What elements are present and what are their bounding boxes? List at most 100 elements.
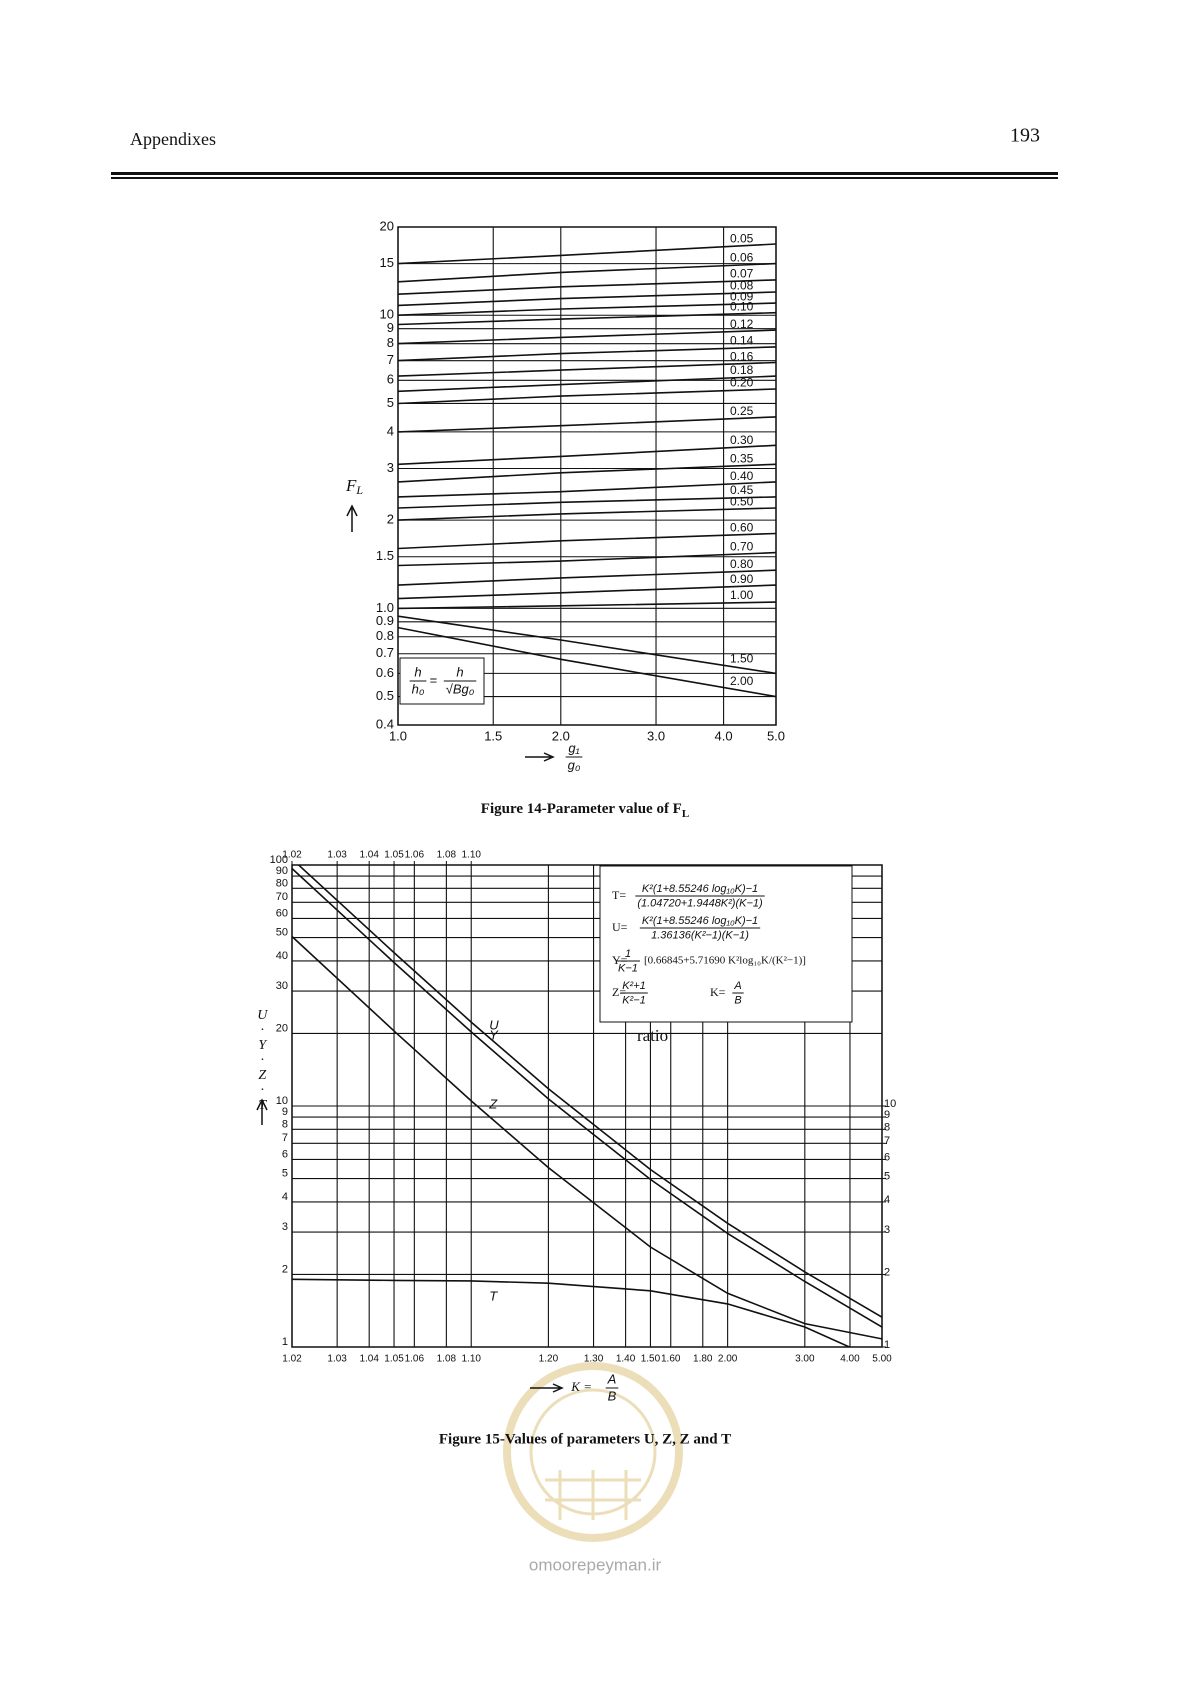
axis-arrow [530,1383,564,1393]
series-line [398,279,776,295]
series-line [398,416,776,433]
series-label: 0.08 [730,279,754,293]
plot-frame [397,226,777,726]
series-label: 1.50 [730,651,754,665]
series-label: Z [488,1096,498,1111]
series-label: 0.10 [730,299,754,313]
x-tick-label: 1.02 [282,1354,302,1365]
y-tick-label: 1 [282,1336,288,1348]
x-tick-label: 1.03 [327,1354,347,1365]
axis-arrow [256,1098,268,1125]
series-line [398,463,776,483]
y-tick-label: 0.5 [376,688,394,703]
y-tick-label: 2 [387,512,394,527]
y-tick-label: 5 [282,1167,288,1179]
figure-caption-sub: L [682,808,689,820]
y-tick-label: 0.6 [376,665,394,680]
series-line [398,243,776,265]
series-line [398,291,776,307]
y2-tick-label: 2 [884,1266,890,1278]
formula-denominator: K²−1 [622,994,646,1006]
series-line [398,361,776,377]
y-tick-label: 7 [282,1132,288,1144]
formula-denominator: K−1 [618,962,638,974]
y-tick-label: 0.8 [376,628,394,643]
x-tick-label: 5.00 [872,1354,892,1365]
x-tick-label: 1.06 [405,1354,425,1365]
y-tick-label: 50 [276,926,288,938]
x-axis-label-lhs: K = [570,1379,592,1394]
series-label: T [489,1288,498,1303]
x-tick-label: 1.04 [359,1354,379,1365]
x-tick-label: 1.80 [693,1354,713,1365]
series-label: 0.30 [730,433,754,447]
x2-tick-label: 1.02 [282,850,302,861]
formula-numerator: 1 [625,948,631,960]
y2-tick-label: 3 [884,1224,890,1236]
formula-lhs: K= [710,985,726,999]
formula-tail: [0.66845+5.71690 K²log₁₀K/(K²−1)] [644,955,806,967]
annotation-right-numerator: h [456,664,463,679]
formula-numerator: A [733,980,741,992]
x-axis-label-denominator: B [608,1388,617,1403]
y2-tick-label: 6 [884,1151,890,1163]
axis-arrow [346,504,358,532]
series-label: 0.25 [730,404,754,418]
y-tick-label: 70 [276,891,288,903]
x-tick-label: 1.5 [484,728,502,743]
y-axis-label-main: F [345,476,357,495]
x-tick-label: 1.50 [641,1354,661,1365]
series-label: 0.60 [730,520,754,534]
y-tick-label: 4 [282,1191,288,1203]
formula-lhs: U= [612,920,628,934]
series-label: 0.70 [730,540,754,554]
series-label: U [489,1017,499,1032]
formula-denominator: B [734,994,741,1006]
series-label: 0.07 [730,267,754,281]
formula-box [599,865,853,1023]
series-label: 0.12 [730,317,754,331]
watermark-text: omoorepeyman.ir [529,1555,662,1574]
formula-numerator: K²(1+8.55246 log₁₀K)−1 [642,883,758,895]
figure-caption: Figure 14-Parameter value of FL [481,801,689,819]
x-tick-label: 2.00 [718,1354,738,1365]
y-tick-label: 3 [387,460,394,475]
y-tick-label: 8 [282,1118,288,1130]
series-line [398,626,776,698]
series-label: 0.05 [730,232,754,246]
series-line [398,584,776,600]
y-tick-label: 20 [276,1022,288,1034]
x2-tick-label: 1.08 [437,850,457,861]
x2-tick-label: 1.05 [384,850,404,861]
series-label: 1.00 [730,588,754,602]
series-label: 0.45 [730,483,754,497]
series-line [398,388,776,405]
header-rule [111,177,1058,179]
series-label: 0.35 [730,451,754,465]
series-line [398,262,776,283]
series-line [398,496,776,509]
annotation-left-numerator: h [414,664,421,679]
series-label: 0.50 [730,494,754,508]
y2-tick-label: 10 [884,1098,896,1110]
header-rule [111,172,1058,175]
y-tick-label: 40 [276,950,288,962]
y-axis-label-sub: L [355,483,363,497]
series-line [398,615,776,675]
x-tick-label: 3.0 [647,728,665,743]
y-tick-label: 9 [387,320,394,335]
y-tick-label: 80 [276,877,288,889]
x-tick-label: 4.0 [715,728,733,743]
y-tick-label: 20 [380,218,394,233]
axis-arrow [525,752,555,762]
y-tick-label: 10 [380,307,394,322]
series-label: Y [489,1027,499,1042]
y-tick-label: 30 [276,980,288,992]
x-tick-label: 1.05 [384,1354,404,1365]
watermark-logo [503,1362,683,1542]
series-label: 0.40 [730,469,754,483]
annotation-left-denominator: h₀ [412,681,425,696]
x-axis-label-numerator: g₁ [568,740,579,755]
